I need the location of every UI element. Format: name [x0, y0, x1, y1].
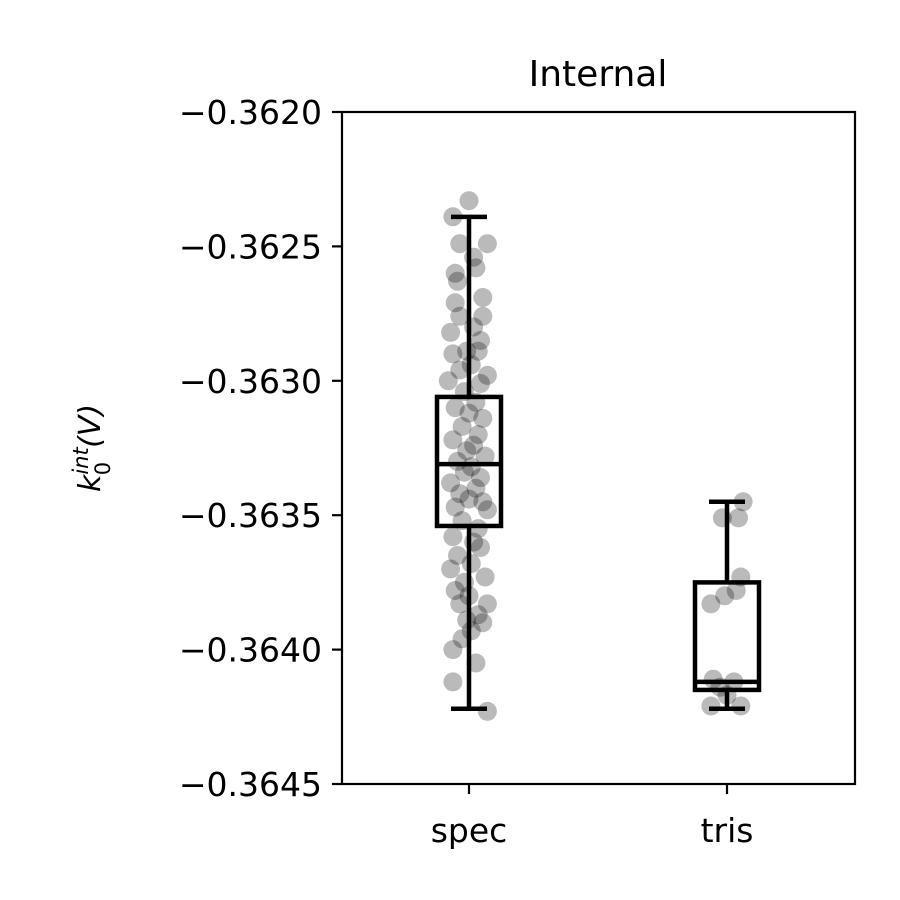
data-point-spec-13 [441, 322, 461, 342]
data-point-tris-11 [701, 696, 721, 716]
data-point-spec-60 [457, 610, 477, 630]
data-point-spec-27 [473, 408, 493, 428]
y-tick-label: −0.3635 [179, 496, 322, 535]
data-point-spec-17 [443, 344, 463, 364]
x-axis: spec tris [431, 784, 754, 850]
data-point-spec-47 [443, 527, 463, 547]
data-point-spec-66 [443, 672, 463, 692]
boxes-layer [434, 214, 762, 711]
data-point-spec-61 [473, 613, 493, 633]
svg-text:kint0(V): kint0 (V) [69, 404, 115, 492]
y-axis: −0.3620 −0.3625 −0.3630 −0.3635 −0.3640 −0.36… [179, 93, 342, 804]
data-point-spec-40 [450, 484, 470, 504]
data-point-tris-6 [701, 594, 721, 614]
data-point-tris-4 [726, 581, 746, 600]
data-point-spec-51 [461, 554, 481, 574]
y-tick-label: −0.3620 [179, 93, 322, 132]
data-point-spec-39 [466, 478, 486, 498]
data-point-spec-21 [438, 371, 458, 391]
iqr-box-spec [434, 394, 504, 529]
iqr-box-tris [692, 580, 762, 693]
data-point-spec-30 [443, 430, 463, 450]
data-point-spec-38 [441, 473, 461, 493]
box-tris [692, 499, 762, 711]
data-point-spec-57 [450, 594, 470, 614]
data-point-spec-6 [445, 263, 465, 283]
data-point-spec-26 [459, 403, 479, 423]
data-point-spec-42 [473, 492, 493, 512]
y-axis-label-subscript: 0 [91, 462, 115, 475]
data-point-spec-44 [477, 500, 497, 520]
data-point-spec-64 [443, 640, 463, 660]
x-tick-label-tris: tris [701, 811, 754, 850]
data-point-spec-2 [450, 234, 470, 254]
data-point-spec-20 [477, 365, 497, 385]
data-point-spec-15 [457, 341, 477, 361]
data-point-spec-31 [464, 435, 484, 455]
data-point-spec-33 [475, 446, 495, 466]
data-point-spec-53 [475, 567, 495, 587]
data-point-spec-55 [445, 581, 465, 600]
data-point-spec-16 [468, 341, 488, 361]
data-point-spec-9 [445, 293, 465, 313]
data-point-spec-14 [471, 331, 490, 350]
data-point-spec-52 [441, 559, 461, 579]
y-axis-label: kint0 (V) [69, 404, 115, 492]
data-point-spec-11 [450, 306, 470, 326]
data-point-spec-7 [448, 271, 467, 291]
data-point-spec-32 [457, 441, 477, 461]
x-tick-label-spec: spec [431, 811, 508, 850]
data-point-spec-25 [445, 398, 465, 418]
data-point-spec-18 [461, 355, 481, 375]
data-point-spec-41 [459, 489, 479, 509]
data-point-tris-5 [715, 586, 735, 606]
y-axis-label-superscript: int [69, 447, 93, 475]
box-spec [434, 214, 504, 711]
data-point-spec-19 [450, 360, 470, 380]
data-point-spec-8 [473, 288, 493, 307]
data-point-spec-22 [471, 374, 490, 393]
data-point-spec-59 [468, 605, 488, 625]
data-point-spec-37 [471, 468, 490, 488]
y-axis-label-base: k [73, 473, 108, 492]
data-point-spec-10 [473, 306, 493, 326]
data-point-spec-29 [468, 425, 488, 445]
data-point-spec-50 [448, 546, 467, 565]
y-tick-label: −0.3645 [179, 765, 322, 804]
y-tick-label: −0.3640 [179, 631, 322, 670]
y-tick-label: −0.3625 [179, 227, 322, 266]
plot-frame [340, 110, 857, 786]
data-point-tris-2 [729, 508, 748, 528]
data-point-spec-36 [454, 462, 474, 482]
data-point-spec-49 [471, 538, 490, 557]
data-point-spec-58 [477, 594, 497, 614]
data-point-tris-12 [731, 696, 751, 716]
data-point-spec-67 [477, 701, 497, 721]
chart-title: Internal [529, 54, 668, 95]
data-point-spec-3 [477, 234, 497, 254]
points-layer [438, 191, 753, 721]
data-point-spec-62 [461, 621, 481, 641]
data-point-spec-0 [459, 191, 479, 211]
data-point-spec-43 [445, 497, 465, 517]
data-point-spec-28 [452, 417, 472, 436]
y-axis-label-suffix: (V) [73, 404, 108, 448]
y-tick-label: −0.3630 [179, 362, 322, 401]
